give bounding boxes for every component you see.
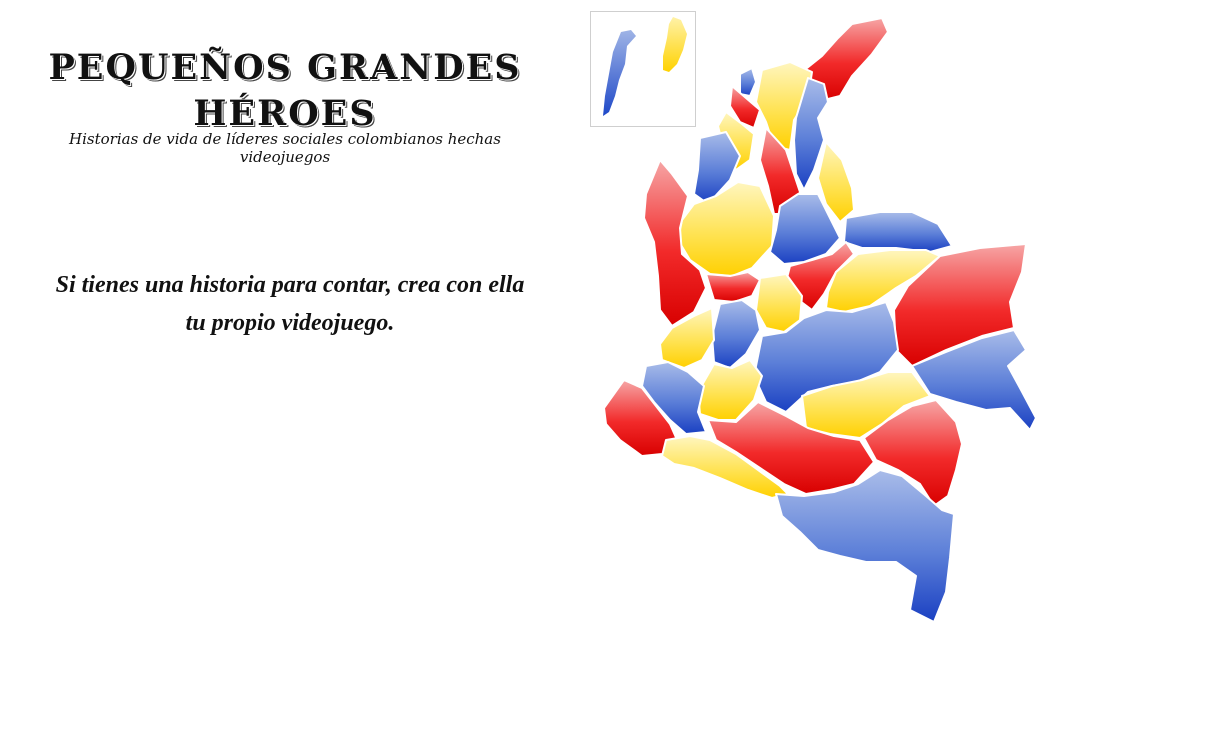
intro-line-1: Si tienes una historia para contar, crea…: [55, 272, 525, 298]
region-amazonas[interactable]: [775, 469, 955, 623]
islands-inset: [590, 11, 696, 127]
region-guainia[interactable]: [911, 329, 1037, 431]
title-line-2: HÉROES: [193, 93, 377, 135]
page-subtitle: Historias de vida de líderes sociales co…: [69, 130, 501, 166]
region-cesar[interactable]: [793, 77, 829, 191]
region-valle-del-cauca[interactable]: [659, 307, 715, 369]
region-providencia[interactable]: [663, 17, 687, 72]
region-santander[interactable]: [769, 193, 841, 265]
region-la-guajira[interactable]: [801, 17, 889, 101]
region-vichada[interactable]: [893, 243, 1027, 367]
region-atlantico[interactable]: [739, 67, 757, 97]
region-bolivar-costa[interactable]: [729, 85, 761, 129]
region-meta[interactable]: [753, 301, 899, 413]
colombia-map: [603, 17, 1037, 623]
region-san-andres[interactable]: [603, 30, 636, 116]
region-caqueta[interactable]: [707, 401, 875, 495]
region-cordoba[interactable]: [693, 131, 741, 205]
region-cundinamarca[interactable]: [755, 273, 803, 333]
region-antioquia[interactable]: [677, 181, 775, 277]
region-caldas[interactable]: [705, 271, 761, 303]
intro-line-2: tu propio videojuego.: [185, 310, 395, 336]
title-line-1: PEQUEÑOS GRANDES: [48, 47, 522, 89]
region-vaupes[interactable]: [863, 399, 963, 507]
intro-text: Si tienes una historia para contar, crea…: [20, 266, 560, 342]
region-magdalena[interactable]: [755, 61, 813, 151]
page-title: PEQUEÑOS GRANDES HÉROES: [30, 45, 540, 137]
region-norte-de-santander[interactable]: [817, 141, 855, 223]
region-choco[interactable]: [643, 159, 707, 327]
region-arauca[interactable]: [843, 211, 953, 253]
region-sucre[interactable]: [717, 111, 755, 171]
region-tolima[interactable]: [711, 299, 761, 369]
region-casanare[interactable]: [825, 249, 941, 313]
